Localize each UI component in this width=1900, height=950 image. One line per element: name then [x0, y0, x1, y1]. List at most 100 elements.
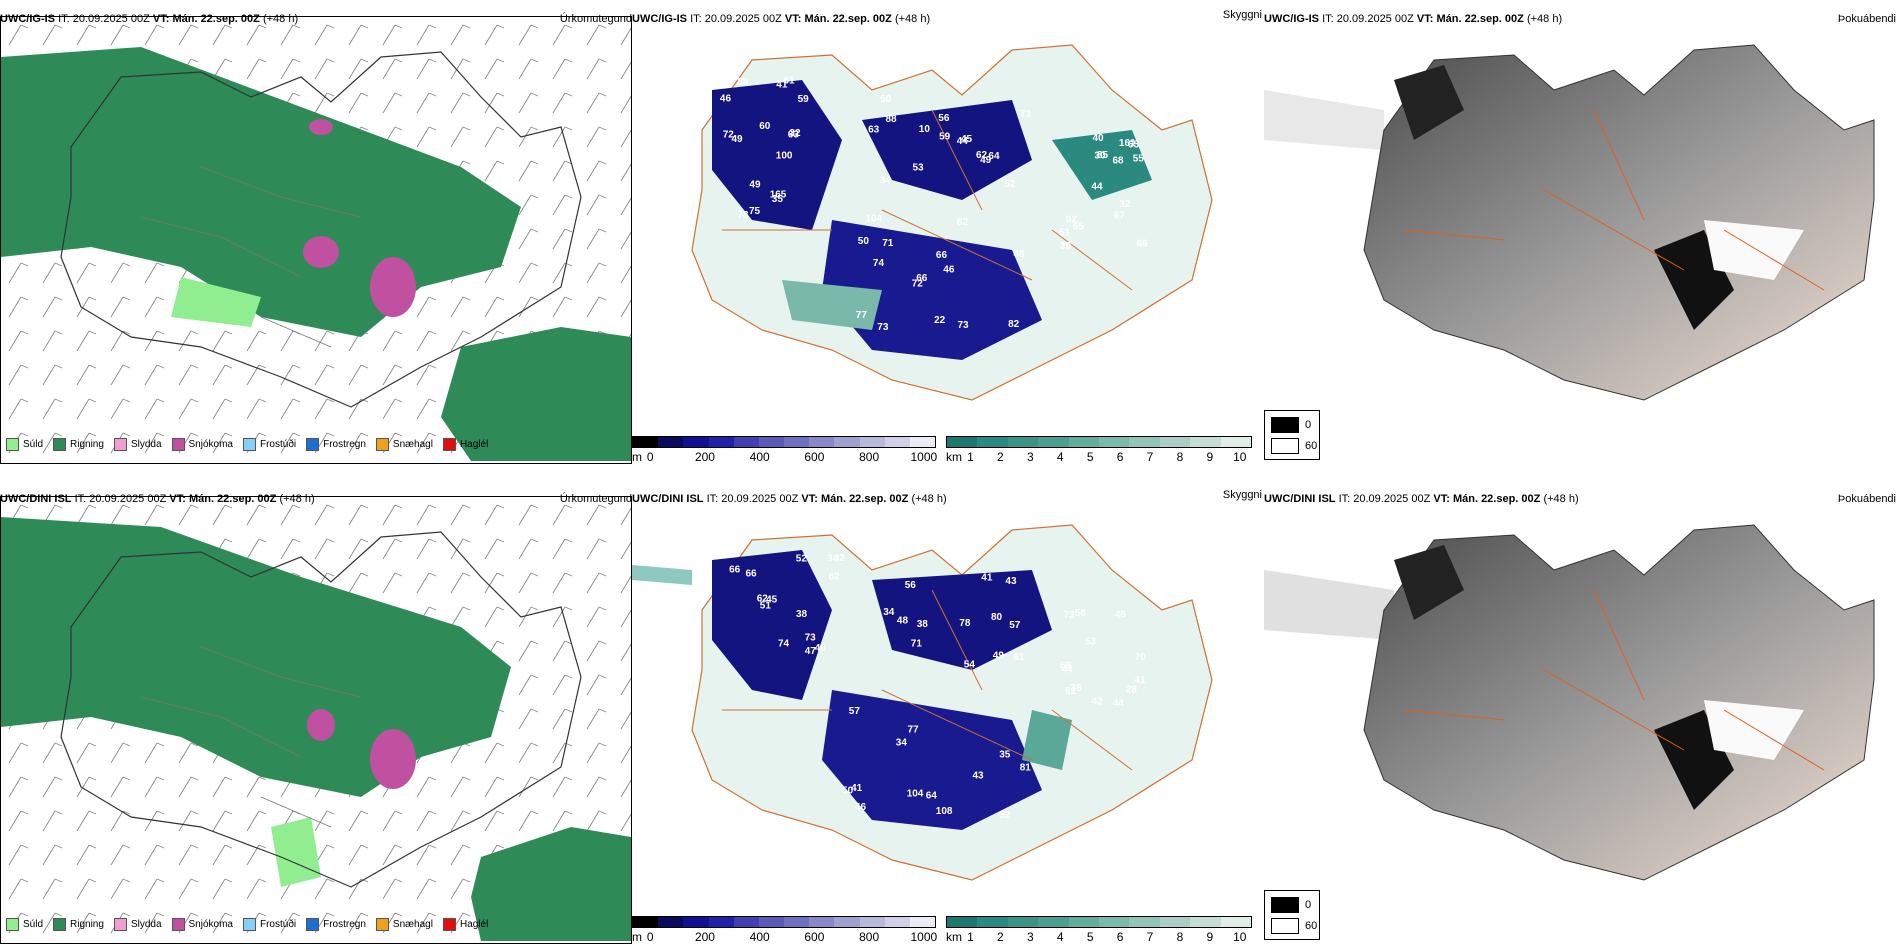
colorbar-swatch	[1068, 437, 1100, 447]
low-cloud-area	[822, 690, 1042, 830]
colorbar-swatch	[784, 437, 810, 447]
colorbar-swatch	[658, 437, 684, 447]
ceiling-value-label: 52	[999, 810, 1011, 821]
cloud-map: 73 57 46 58 45 49 41 46 62 54 57 69 66 61 104 70 74 78 77 3…	[632, 510, 1262, 910]
colorbar-swatch	[708, 437, 734, 447]
ceiling-value-label: 43	[1005, 576, 1017, 587]
ceiling-value-label: 28	[1126, 685, 1138, 696]
ceiling-unit: m	[632, 930, 642, 944]
map-type-label: Þokuábendi	[1837, 493, 1896, 505]
ceiling-value-label: 32	[789, 128, 801, 139]
ceiling-value-label: 44	[1062, 665, 1074, 676]
colorbar-swatch	[1007, 917, 1039, 927]
ceiling-value-label: 73	[1020, 109, 1032, 120]
ceiling-value-label: 38	[1070, 683, 1082, 694]
colorbar-tick: 9	[1206, 450, 1214, 464]
ceiling-value-label: 62	[957, 217, 969, 228]
colorbar-tick: 6	[1116, 450, 1124, 464]
lead-time: (+48 h)	[1543, 493, 1579, 505]
ceiling-value-label: 41	[776, 79, 788, 90]
colorbar-swatch	[1220, 917, 1252, 927]
ceiling-value-label: 50	[880, 94, 892, 105]
colorbar-tick: 8	[1176, 450, 1184, 464]
ceiling-value-label: 80	[991, 612, 1003, 623]
rain-area	[1, 517, 511, 797]
colorbar-tick: 3	[1026, 930, 1034, 944]
ceiling-value-label: 46	[720, 94, 732, 105]
colorbar-swatch	[884, 437, 910, 447]
ceiling-value-label: 46	[815, 643, 827, 654]
legend-item: Snjókoma	[171, 918, 233, 931]
colorbar-swatch	[1068, 917, 1100, 927]
fog-legend: 0 60	[1264, 410, 1320, 460]
ceiling-value-label: 49	[980, 155, 992, 166]
colorbar-swatch	[1129, 917, 1160, 927]
ceiling-value-label: 56	[905, 580, 917, 591]
colorbar-swatch	[909, 437, 936, 447]
colorbar-swatch	[758, 437, 785, 447]
fog-legend-label: 0	[1305, 899, 1312, 911]
ceiling-value-label: 49	[732, 134, 744, 145]
legend-item: Snæhagl	[375, 438, 433, 451]
ceiling-value-label: 49	[749, 179, 761, 190]
colorbar-tick: 8	[1176, 930, 1184, 944]
fog-dark-area	[1394, 65, 1464, 140]
colorbar-tick: 3	[1026, 450, 1034, 464]
ceiling-value-label: 63	[868, 124, 880, 135]
ceiling-value-label: 54	[964, 660, 976, 671]
ceiling-value-label: 78	[737, 210, 749, 221]
ceiling-value-label: 71	[911, 638, 923, 649]
precip-map-canvas	[1, 17, 631, 461]
colorbar-tick: 5	[1086, 450, 1094, 464]
ceiling-value-label: 72	[723, 130, 735, 141]
visibility-area	[1052, 130, 1152, 200]
visibility-colorbar: km 1 2 3 4 5 6 7 8 9 10	[946, 916, 1252, 946]
ceiling-value-label: 65	[1073, 222, 1085, 233]
fog-legend-label: 0	[1305, 419, 1312, 431]
panel-header: UWC/DINI ISL IT: 20.09.2025 00Z VT: Mán.…	[632, 489, 1262, 512]
ceiling-colorbar: m 0 200 400 600 800 1000	[632, 916, 937, 946]
ceiling-value-label: 55	[1133, 154, 1145, 165]
colorbar-swatch	[809, 437, 835, 447]
visibility-area	[1022, 710, 1072, 770]
fog-map	[1264, 30, 1896, 430]
colorbar-tick: 800	[859, 450, 880, 464]
precip-map	[0, 16, 632, 464]
fog-map-canvas	[1264, 44, 1875, 401]
ceiling-value-label: 32	[1119, 199, 1131, 210]
valid-time: Mán. 22.sep. 00Z	[804, 13, 892, 25]
colorbar-swatch	[683, 437, 709, 447]
ceiling-value-label: 69	[1060, 661, 1072, 672]
fog-white-area	[1704, 700, 1804, 760]
fog-dark-area	[1394, 545, 1464, 620]
ceiling-value-label: 61	[784, 75, 796, 86]
ceiling-value-label: 64	[926, 790, 938, 801]
ceiling-value-label: 22	[934, 315, 946, 326]
ceiling-value-label: 58	[1075, 608, 1087, 619]
ceiling-value-label: 46	[855, 802, 867, 813]
snow-cell	[309, 119, 333, 135]
fog-legend-label: 60	[1305, 920, 1318, 932]
ceiling-value-label: 41	[851, 783, 863, 794]
legend-item: Haglél	[442, 438, 488, 451]
ceiling-value-label: 34	[896, 737, 908, 748]
roads	[140, 166, 362, 348]
init-label: IT:	[706, 493, 719, 505]
visibility-unit: km	[946, 450, 962, 464]
fog-legend: 0 60	[1264, 890, 1320, 940]
ceiling-value-label: 61	[1013, 652, 1025, 663]
snow-cell	[303, 236, 339, 268]
legend-item: Haglél	[442, 918, 488, 931]
colorbar-tick: 5	[1086, 930, 1094, 944]
ceiling-value-label: 75	[749, 206, 761, 217]
colorbar-swatch	[977, 437, 1008, 447]
colorbar-tick: 600	[804, 450, 825, 464]
ceiling-value-label: 34	[880, 175, 892, 186]
colorbar-tick: 1	[967, 450, 974, 464]
lead-time: (+48 h)	[1526, 13, 1563, 25]
legend-item: Frostúði	[242, 918, 296, 931]
ceiling-value-label: 47	[805, 646, 817, 657]
init-time: 20.09.2025 00Z	[721, 493, 799, 505]
ceiling-value-label: 85	[1097, 150, 1109, 161]
colorbar-swatch	[758, 917, 785, 927]
